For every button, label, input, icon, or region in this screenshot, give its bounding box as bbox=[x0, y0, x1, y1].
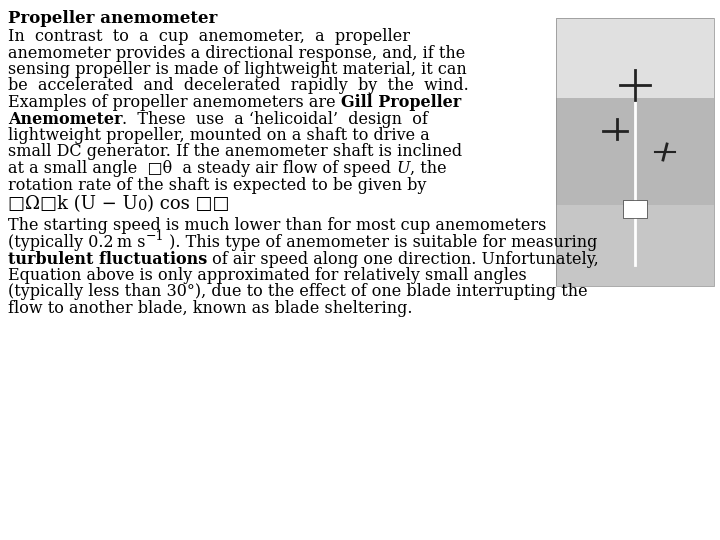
Text: ) cos □□: ) cos □□ bbox=[148, 195, 230, 213]
Text: sensing propeller is made of lightweight material, it can: sensing propeller is made of lightweight… bbox=[8, 61, 467, 78]
Text: Gill Propeller: Gill Propeller bbox=[341, 94, 461, 111]
Text: at a small angle  □θ  a steady air flow of speed: at a small angle □θ a steady air flow of… bbox=[8, 160, 396, 177]
Text: Propeller anemometer: Propeller anemometer bbox=[8, 10, 217, 27]
Text: The starting speed is much lower than for most cup anemometers: The starting speed is much lower than fo… bbox=[8, 218, 546, 234]
Text: Equation above is only approximated for relatively small angles: Equation above is only approximated for … bbox=[8, 267, 527, 284]
Text: lightweight propeller, mounted on a shaft to drive a: lightweight propeller, mounted on a shaf… bbox=[8, 127, 430, 144]
Text: U: U bbox=[396, 160, 410, 177]
Text: 0: 0 bbox=[138, 199, 148, 213]
Text: flow to another blade, known as blade sheltering.: flow to another blade, known as blade sh… bbox=[8, 300, 413, 317]
Text: Examples of propeller anemometers are: Examples of propeller anemometers are bbox=[8, 94, 341, 111]
Text: .  These  use  a ‘helicoidal’  design  of: . These use a ‘helicoidal’ design of bbox=[122, 111, 428, 127]
Text: of air speed along one direction. Unfortunately,: of air speed along one direction. Unfort… bbox=[207, 251, 599, 267]
Text: turbulent fluctuations: turbulent fluctuations bbox=[8, 251, 207, 267]
Text: In  contrast  to  a  cup  anemometer,  a  propeller: In contrast to a cup anemometer, a prope… bbox=[8, 28, 410, 45]
Bar bbox=[556, 18, 714, 286]
Text: anemometer provides a directional response, and, if the: anemometer provides a directional respon… bbox=[8, 44, 465, 62]
Text: ). This type of anemometer is suitable for measuring: ). This type of anemometer is suitable f… bbox=[164, 234, 598, 251]
Text: (typically less than 30°), due to the effect of one blade interrupting the: (typically less than 30°), due to the ef… bbox=[8, 284, 588, 300]
Text: rotation rate of the shaft is expected to be given by: rotation rate of the shaft is expected t… bbox=[8, 177, 426, 193]
Text: −1: −1 bbox=[145, 230, 164, 243]
Bar bbox=[623, 200, 647, 218]
Text: (typically 0.2 m s: (typically 0.2 m s bbox=[8, 234, 145, 251]
Text: □Ω□k (U − U: □Ω□k (U − U bbox=[8, 195, 138, 213]
Text: Anemometer: Anemometer bbox=[8, 111, 122, 127]
Text: small DC generator. If the anemometer shaft is inclined: small DC generator. If the anemometer sh… bbox=[8, 144, 462, 160]
Text: be  accelerated  and  decelerated  rapidly  by  the  wind.: be accelerated and decelerated rapidly b… bbox=[8, 78, 469, 94]
Text: , the: , the bbox=[410, 160, 446, 177]
